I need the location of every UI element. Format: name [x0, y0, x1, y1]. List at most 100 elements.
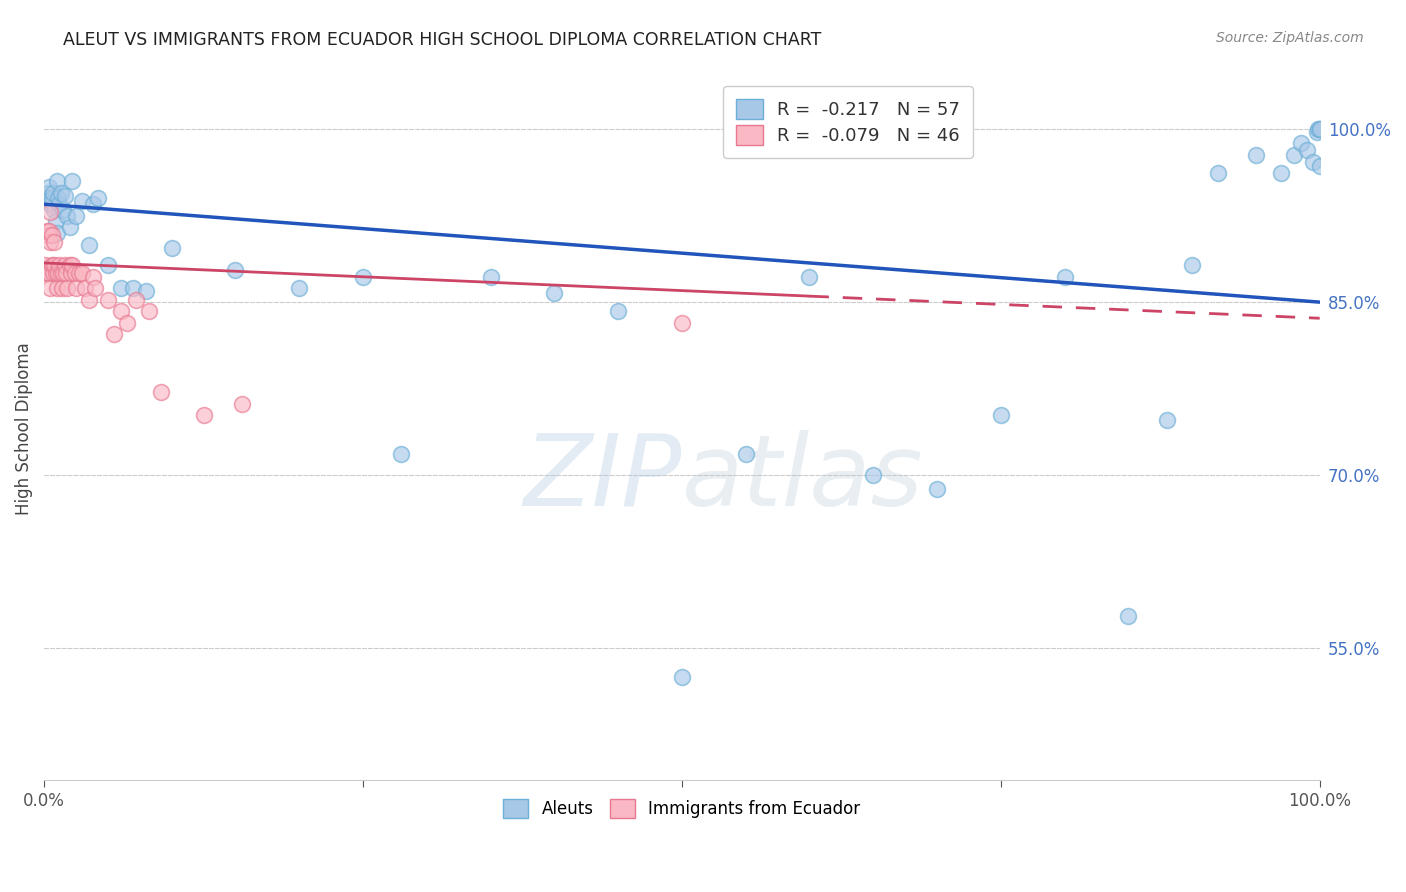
Point: [72, 266, 94, 280]
Point: [224, 263, 246, 277]
Point: [48, 258, 70, 272]
Point: [49, 266, 72, 280]
Point: [671, 670, 693, 684]
Point: [35, 224, 58, 238]
Point: [46, 266, 69, 280]
Point: [38, 180, 60, 194]
Point: [799, 269, 821, 284]
Point: [38, 224, 60, 238]
Point: [288, 281, 311, 295]
Point: [734, 447, 756, 461]
Point: [1181, 258, 1204, 272]
Point: [1306, 125, 1329, 139]
Text: atlas: atlas: [682, 430, 924, 526]
Point: [35, 191, 58, 205]
Point: [97, 293, 120, 307]
Legend: Aleuts, Immigrants from Ecuador: Aleuts, Immigrants from Ecuador: [496, 793, 868, 825]
Point: [39, 235, 62, 250]
Point: [59, 266, 82, 280]
Point: [45, 214, 67, 228]
Point: [1309, 122, 1331, 136]
Point: [389, 447, 412, 461]
Point: [67, 266, 90, 280]
Point: [37, 228, 59, 243]
Point: [125, 293, 148, 307]
Point: [63, 266, 86, 280]
Point: [44, 235, 66, 250]
Point: [60, 258, 83, 272]
Point: [671, 316, 693, 330]
Point: [53, 189, 76, 203]
Point: [1206, 166, 1229, 180]
Point: [39, 197, 62, 211]
Point: [39, 281, 62, 295]
Point: [42, 186, 65, 200]
Point: [55, 266, 77, 280]
Point: [1308, 122, 1330, 136]
Point: [352, 269, 374, 284]
Point: [45, 174, 67, 188]
Point: [1156, 412, 1178, 426]
Point: [60, 174, 83, 188]
Point: [1053, 269, 1076, 284]
Point: [56, 281, 79, 295]
Point: [42, 266, 65, 280]
Point: [160, 241, 183, 255]
Point: [56, 209, 79, 223]
Point: [48, 197, 70, 211]
Point: [231, 396, 253, 410]
Point: [41, 228, 63, 243]
Point: [44, 258, 66, 272]
Point: [65, 281, 87, 295]
Point: [59, 220, 82, 235]
Point: [49, 186, 72, 200]
Point: [103, 327, 125, 342]
Point: [34, 258, 56, 272]
Point: [35, 266, 58, 280]
Point: [115, 316, 138, 330]
Point: [862, 467, 884, 482]
Point: [73, 281, 96, 295]
Point: [72, 194, 94, 208]
Point: [37, 186, 59, 200]
Text: ALEUT VS IMMIGRANTS FROM ECUADOR HIGH SCHOOL DIPLOMA CORRELATION CHART: ALEUT VS IMMIGRANTS FROM ECUADOR HIGH SC…: [63, 31, 821, 49]
Point: [97, 258, 120, 272]
Point: [135, 284, 157, 298]
Point: [39, 205, 62, 219]
Point: [543, 285, 565, 300]
Point: [77, 237, 100, 252]
Point: [110, 281, 132, 295]
Point: [77, 293, 100, 307]
Point: [1270, 166, 1292, 180]
Point: [45, 226, 67, 240]
Point: [51, 281, 73, 295]
Point: [193, 408, 215, 422]
Text: Source: ZipAtlas.com: Source: ZipAtlas.com: [1216, 31, 1364, 45]
Point: [1309, 122, 1331, 136]
Point: [84, 281, 107, 295]
Point: [1118, 608, 1140, 623]
Point: [607, 304, 630, 318]
Point: [45, 266, 67, 280]
Point: [1309, 159, 1331, 173]
Y-axis label: High School Diploma: High School Diploma: [15, 343, 32, 516]
Point: [52, 266, 75, 280]
Point: [1282, 147, 1305, 161]
Point: [479, 269, 502, 284]
Point: [41, 258, 63, 272]
Point: [925, 482, 948, 496]
Point: [45, 281, 67, 295]
Point: [65, 209, 87, 223]
Point: [1296, 143, 1319, 157]
Point: [53, 258, 76, 272]
Point: [1244, 147, 1267, 161]
Point: [150, 384, 173, 399]
Point: [82, 269, 104, 284]
Point: [82, 197, 104, 211]
Point: [1289, 136, 1312, 150]
Point: [1302, 154, 1324, 169]
Point: [46, 191, 69, 205]
Point: [44, 202, 66, 217]
Point: [122, 281, 145, 295]
Point: [37, 266, 59, 280]
